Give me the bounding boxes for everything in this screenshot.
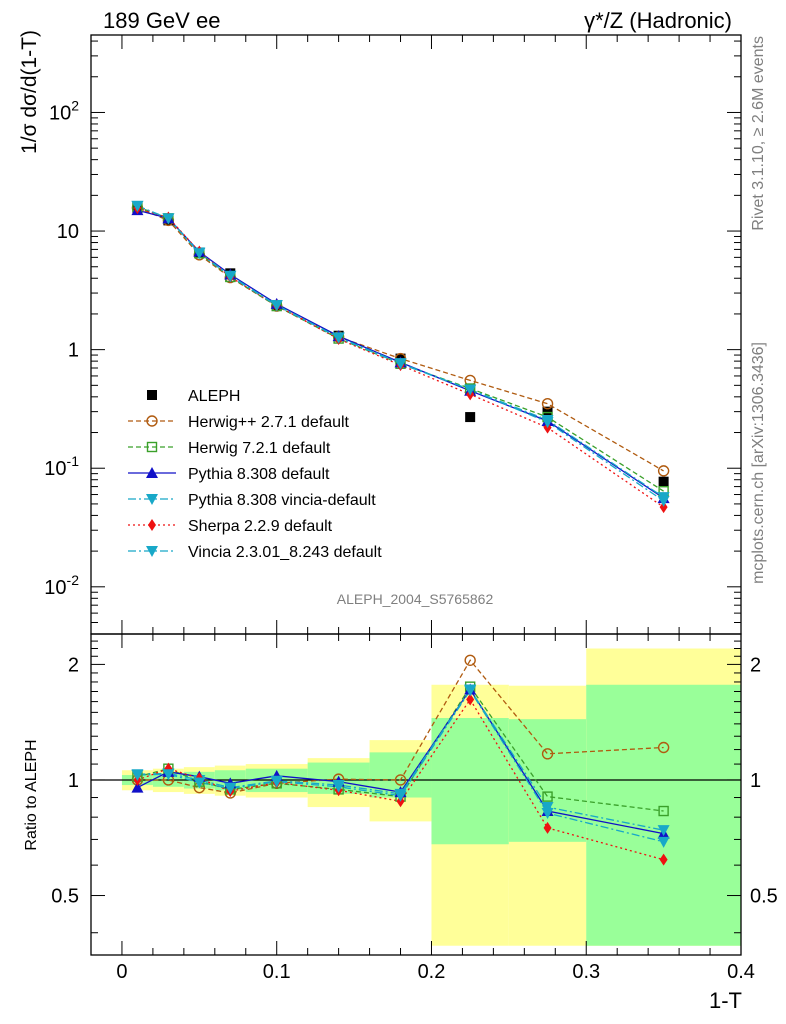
legend: ALEPH Herwig++ 2.7.1 default Herwig 7.2.1 … xyxy=(128,388,382,561)
legend-pythia-8-308-default-label: Pythia 8.308 default xyxy=(188,466,330,483)
main-aleph-point xyxy=(658,476,669,487)
main-sherpa-2-2-9-default-point xyxy=(659,501,668,514)
series-lines xyxy=(91,205,741,861)
main-aleph-point xyxy=(465,412,476,423)
ratio-pythia-8-308-default-line xyxy=(137,688,664,835)
series-markers xyxy=(131,200,670,866)
ratio-y-tick-label-left: 1 xyxy=(68,770,79,792)
ratio-vincia-2-3-01-8-243-default-point xyxy=(394,790,407,802)
legend-herwig-2-7-1-default-label: Herwig++ 2.7.1 default xyxy=(188,414,350,431)
legend-sherpa-2-2-9-default-label: Sherpa 2.2.9 default xyxy=(188,518,333,535)
ratio-vincia-2-3-01-8-243-default-point xyxy=(193,777,206,789)
ratio-vincia-2-3-01-8-243-default-point xyxy=(224,783,237,795)
main-herwig-2-7-1-default-line xyxy=(137,207,664,472)
ratio-vincia-2-3-01-8-243-default-point xyxy=(332,781,345,793)
main-sherpa-2-2-9-default-line xyxy=(137,207,664,508)
main-herwig-2-7-1-default-point xyxy=(541,398,554,410)
main-vincia-2-3-01-8-243-default-point xyxy=(193,248,206,260)
x-tick-label: 0.4 xyxy=(727,961,755,983)
ratio-herwig-2-7-1-default-point xyxy=(657,741,670,754)
legend-herwig-7-2-1-default-label: Herwig 7.2.1 default xyxy=(188,440,331,457)
ratio-sherpa-2-2-9-default-point xyxy=(659,853,668,866)
ratio-sherpa-2-2-9-default-point xyxy=(466,693,475,706)
main-y-tick-label: 10-2 xyxy=(44,572,79,599)
header-left-label: 189 GeV ee xyxy=(103,8,220,33)
rivet-label: Rivet 3.1.10, ≥ 2.6M events xyxy=(750,36,767,231)
ratio-pythia-8-308-vincia-default-point xyxy=(657,825,670,837)
main-y-tick-label: 102 xyxy=(49,97,79,124)
main-aleph-point xyxy=(542,406,553,417)
main-vincia-2-3-01-8-243-default-point xyxy=(541,417,554,429)
ratio-herwig-2-7-1-default-point xyxy=(541,748,554,760)
legend-aleph-marker xyxy=(147,390,157,400)
x-tick-label: 0 xyxy=(116,961,127,983)
legend-vincia-2-3-01-8-243-default-marker xyxy=(146,546,158,557)
ratio-y-tick-label-right: 0.5 xyxy=(750,886,778,908)
analysis-id-label: ALEPH_2004_S5765862 xyxy=(337,591,494,607)
legend-herwig-7-2-1-default-marker xyxy=(146,441,158,453)
main-y-axis-label: 1/σ dσ/d(1-T) xyxy=(18,30,41,154)
ratio-herwig-7-2-1-default-point xyxy=(542,791,553,802)
main-vincia-2-3-01-8-243-default-point xyxy=(394,358,407,370)
ratio-vincia-2-3-01-8-243-default-point xyxy=(270,776,283,788)
ratio-y-tick-label-right: 1 xyxy=(750,770,761,792)
axes-frames xyxy=(90,34,742,956)
legend-herwig-2-7-1-default-marker xyxy=(146,415,158,427)
main-vincia-2-3-01-8-243-default-point xyxy=(332,332,345,344)
main-vincia-2-3-01-8-243-default-point xyxy=(162,213,175,225)
x-axis-label: 1-T xyxy=(709,988,742,1013)
ratio-herwig-2-7-1-default-line xyxy=(137,659,664,794)
main-vincia-2-3-01-8-243-default-point xyxy=(657,495,670,507)
main-y-tick-label: 1 xyxy=(68,340,79,362)
ratio-herwig-2-7-1-default-point xyxy=(464,654,476,666)
ratio-plot-frame xyxy=(90,633,742,956)
main-y-tick-label: 10 xyxy=(57,221,79,243)
ratio-vincia-2-3-01-8-243-default-line xyxy=(137,689,664,843)
legend-vincia-2-3-01-8-243-default-label: Vincia 2.3.01_8.243 default xyxy=(188,544,382,561)
x-tick-label: 0.1 xyxy=(263,961,291,983)
main-vincia-2-3-01-8-243-default-point xyxy=(224,271,237,283)
ratio-herwig-7-2-1-default-line xyxy=(137,685,664,812)
main-vincia-2-3-01-8-243-default-point xyxy=(270,300,283,312)
x-tick-label: 0.2 xyxy=(418,961,446,983)
ratio-herwig-2-7-1-default-point xyxy=(394,774,407,786)
ratio-herwig-7-2-1-default-point xyxy=(658,805,669,817)
ratio-y-tick-label-left: 2 xyxy=(68,654,79,676)
legend-pythia-8-308-vincia-default-label: Pythia 8.308 vincia-default xyxy=(188,492,376,509)
mcplots-label: mcplots.cern.ch [arXiv:1306.3436] xyxy=(750,342,767,584)
header-right-label: γ*/Z (Hadronic) xyxy=(584,8,732,33)
ratio-sherpa-2-2-9-default-point xyxy=(543,821,552,834)
ratio-vincia-2-3-01-8-243-default-point xyxy=(541,808,554,820)
legend-pythia-8-308-default-marker xyxy=(146,467,158,478)
main-herwig-2-7-1-default-point xyxy=(657,465,670,477)
inner-band-bin xyxy=(431,718,509,845)
main-y-tick-label: 10-1 xyxy=(44,453,79,480)
main-vincia-2-3-01-8-243-default-point xyxy=(131,200,144,212)
ratio-y-tick-label-right: 2 xyxy=(750,654,761,676)
ratio-vincia-2-3-01-8-243-default-point xyxy=(131,770,144,782)
ratio-y-tick-label-left: 0.5 xyxy=(51,886,79,908)
x-tick-label: 0.3 xyxy=(572,961,600,983)
main-vincia-2-3-01-8-243-default-point xyxy=(464,384,477,396)
ratio-vincia-2-3-01-8-243-default-point xyxy=(464,685,477,697)
axis-ticks: 0 0.1 0.2 0.3 0.4 10-2 10-1 1 10 102 0.5 0.5 1 1 2 2 xyxy=(44,35,778,983)
ratio-vincia-2-3-01-8-243-default-point xyxy=(162,769,175,781)
ratio-pythia-8-308-vincia-default-line xyxy=(137,688,664,831)
ratio-y-axis-label: Ratio to ALEPH xyxy=(23,739,40,850)
ratio-uncertainty-bands xyxy=(121,648,741,946)
ratio-pythia-8-308-default-point xyxy=(131,781,144,793)
main-vincia-2-3-01-8-243-default-line xyxy=(137,205,664,502)
ratio-pythia-8-308-vincia-default-point xyxy=(541,802,554,814)
legend-pythia-8-308-vincia-default-marker xyxy=(146,494,158,505)
legend-aleph-label: ALEPH xyxy=(188,388,240,405)
ratio-vincia-2-3-01-8-243-default-point xyxy=(657,836,670,848)
legend-sherpa-2-2-9-default-marker xyxy=(148,519,156,531)
